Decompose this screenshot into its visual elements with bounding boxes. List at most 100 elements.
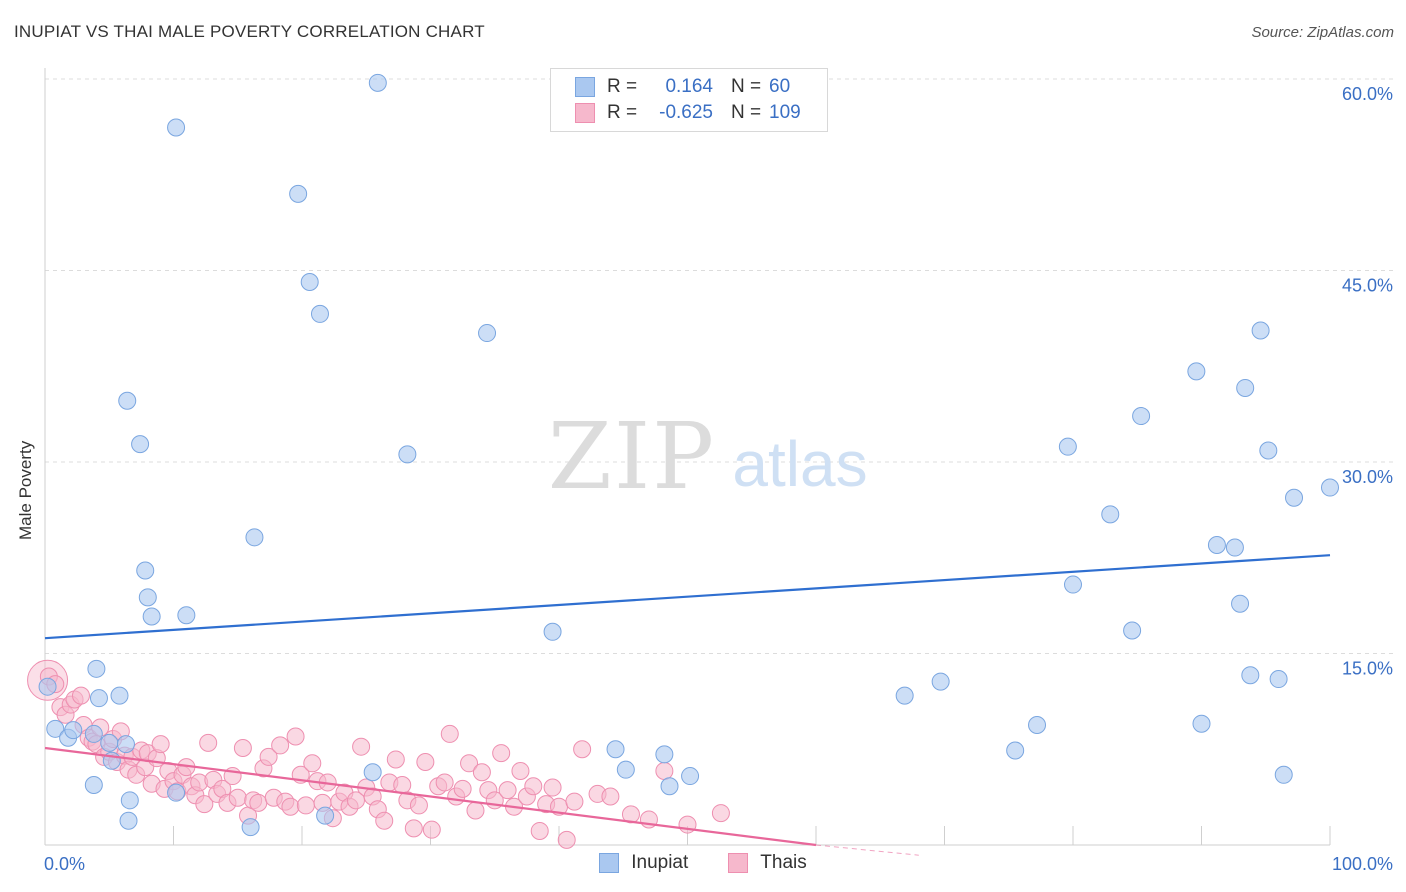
y-tick-label: 15.0% bbox=[1342, 659, 1393, 679]
thais-point bbox=[386, 750, 405, 769]
inupiat-point bbox=[1192, 714, 1211, 733]
thais-point bbox=[233, 738, 252, 757]
thais-point bbox=[435, 773, 454, 792]
thais-point bbox=[655, 761, 674, 780]
inupiat-point bbox=[118, 391, 137, 410]
y-tick-label: 30.0% bbox=[1342, 467, 1393, 487]
thais-point bbox=[151, 735, 170, 754]
thais-point bbox=[601, 787, 620, 806]
thais-point bbox=[393, 775, 412, 794]
inupiat-point bbox=[289, 184, 308, 203]
thais-point bbox=[524, 777, 543, 796]
legend-label-thais: Thais bbox=[760, 852, 807, 873]
inupiat-point bbox=[543, 622, 562, 641]
inupiat-point bbox=[895, 686, 914, 705]
y-tick-label: 60.0% bbox=[1342, 84, 1393, 104]
inupiat-point bbox=[1231, 594, 1250, 613]
inupiat-point bbox=[1274, 765, 1293, 784]
thais-point bbox=[453, 779, 472, 798]
inupiat-point bbox=[46, 719, 65, 738]
thais-trend-line bbox=[44, 746, 817, 847]
n-value: 60 bbox=[769, 76, 791, 97]
thais-point bbox=[249, 793, 268, 812]
r-label: R = bbox=[607, 102, 638, 123]
thais-point bbox=[472, 763, 491, 782]
inupiat-point bbox=[87, 659, 106, 678]
thais-point bbox=[543, 778, 562, 797]
thais-point bbox=[422, 820, 441, 839]
inupiat-point bbox=[177, 606, 196, 625]
legend-item-thais[interactable]: Thais bbox=[728, 852, 807, 874]
inupiat-point bbox=[368, 73, 387, 92]
thais-point bbox=[621, 805, 640, 824]
inupiat-point bbox=[119, 811, 138, 830]
inupiat-point bbox=[64, 721, 83, 740]
inupiat-point bbox=[1236, 378, 1255, 397]
n-value: 109 bbox=[769, 102, 801, 123]
inupiat-point bbox=[616, 760, 635, 779]
inupiat-point bbox=[1241, 666, 1260, 685]
thais-point bbox=[530, 821, 549, 840]
x-tick-label: 100.0% bbox=[1332, 854, 1393, 874]
inupiat-point bbox=[1251, 321, 1270, 340]
inupiat-point bbox=[131, 435, 150, 454]
inupiat-point bbox=[136, 561, 155, 580]
inupiat-point bbox=[1285, 488, 1304, 507]
legend-label-inupiat: Inupiat bbox=[631, 852, 689, 873]
inupiat-legend-swatch bbox=[599, 853, 620, 873]
r-label: R = bbox=[607, 76, 638, 97]
inupiat-point bbox=[120, 791, 139, 810]
inupiat-point bbox=[38, 677, 57, 696]
thais-point bbox=[195, 795, 214, 814]
chart-title: INUPIAT VS THAI MALE POVERTY CORRELATION… bbox=[14, 22, 485, 41]
inupiat-point bbox=[1269, 670, 1288, 689]
thais-point bbox=[440, 724, 459, 743]
inupiat-point bbox=[84, 775, 103, 794]
chart-source: Source: ZipAtlas.com bbox=[1251, 24, 1394, 41]
inupiat-point bbox=[100, 733, 119, 752]
inupiat-point bbox=[1028, 715, 1047, 734]
thais-point bbox=[346, 791, 365, 810]
inupiat-points bbox=[38, 73, 1339, 837]
inupiat-point bbox=[310, 304, 329, 323]
inupiat-point bbox=[1006, 741, 1025, 760]
y-tick-label: 45.0% bbox=[1342, 276, 1393, 296]
thais-legend-swatch bbox=[728, 853, 749, 873]
thais-point bbox=[271, 736, 290, 755]
inupiat-point bbox=[660, 777, 679, 796]
trend-lines bbox=[44, 554, 1331, 856]
inupiat-point bbox=[241, 818, 260, 837]
inupiat-point bbox=[84, 724, 103, 743]
inupiat-point bbox=[110, 686, 129, 705]
inupiat-point bbox=[142, 607, 161, 626]
inupiat-point bbox=[89, 689, 108, 708]
thais-point bbox=[511, 761, 530, 780]
inupiat-point bbox=[1225, 538, 1244, 557]
thais-point bbox=[199, 733, 218, 752]
thais-swatch bbox=[575, 103, 595, 123]
inupiat-point bbox=[1058, 437, 1077, 456]
x-tick-label: 0.0% bbox=[44, 854, 85, 874]
inupiat-point bbox=[300, 272, 319, 291]
thais-point bbox=[281, 797, 300, 816]
legend-item-inupiat[interactable]: Inupiat bbox=[599, 852, 688, 874]
thais-point bbox=[416, 753, 435, 772]
inupiat-point bbox=[398, 445, 417, 464]
watermark-atlas: atlas bbox=[732, 428, 867, 500]
thais-point bbox=[466, 801, 485, 820]
thais-point bbox=[71, 686, 90, 705]
inupiat-point bbox=[606, 740, 625, 759]
inupiat-point bbox=[931, 672, 950, 691]
inupiat-point bbox=[245, 528, 264, 547]
inupiat-point bbox=[681, 767, 700, 786]
tick-labels: 15.0% 30.0% 45.0% 60.0% 0.0% 100.0% bbox=[44, 84, 1393, 874]
thais-point bbox=[565, 792, 584, 811]
inupiat-point bbox=[363, 763, 382, 782]
n-label: N = bbox=[731, 102, 762, 123]
thais-point bbox=[228, 788, 247, 807]
inupiat-point bbox=[478, 324, 497, 343]
inupiat-point bbox=[1321, 478, 1339, 497]
inupiat-point bbox=[316, 806, 335, 825]
r-value: 0.164 bbox=[665, 76, 713, 97]
